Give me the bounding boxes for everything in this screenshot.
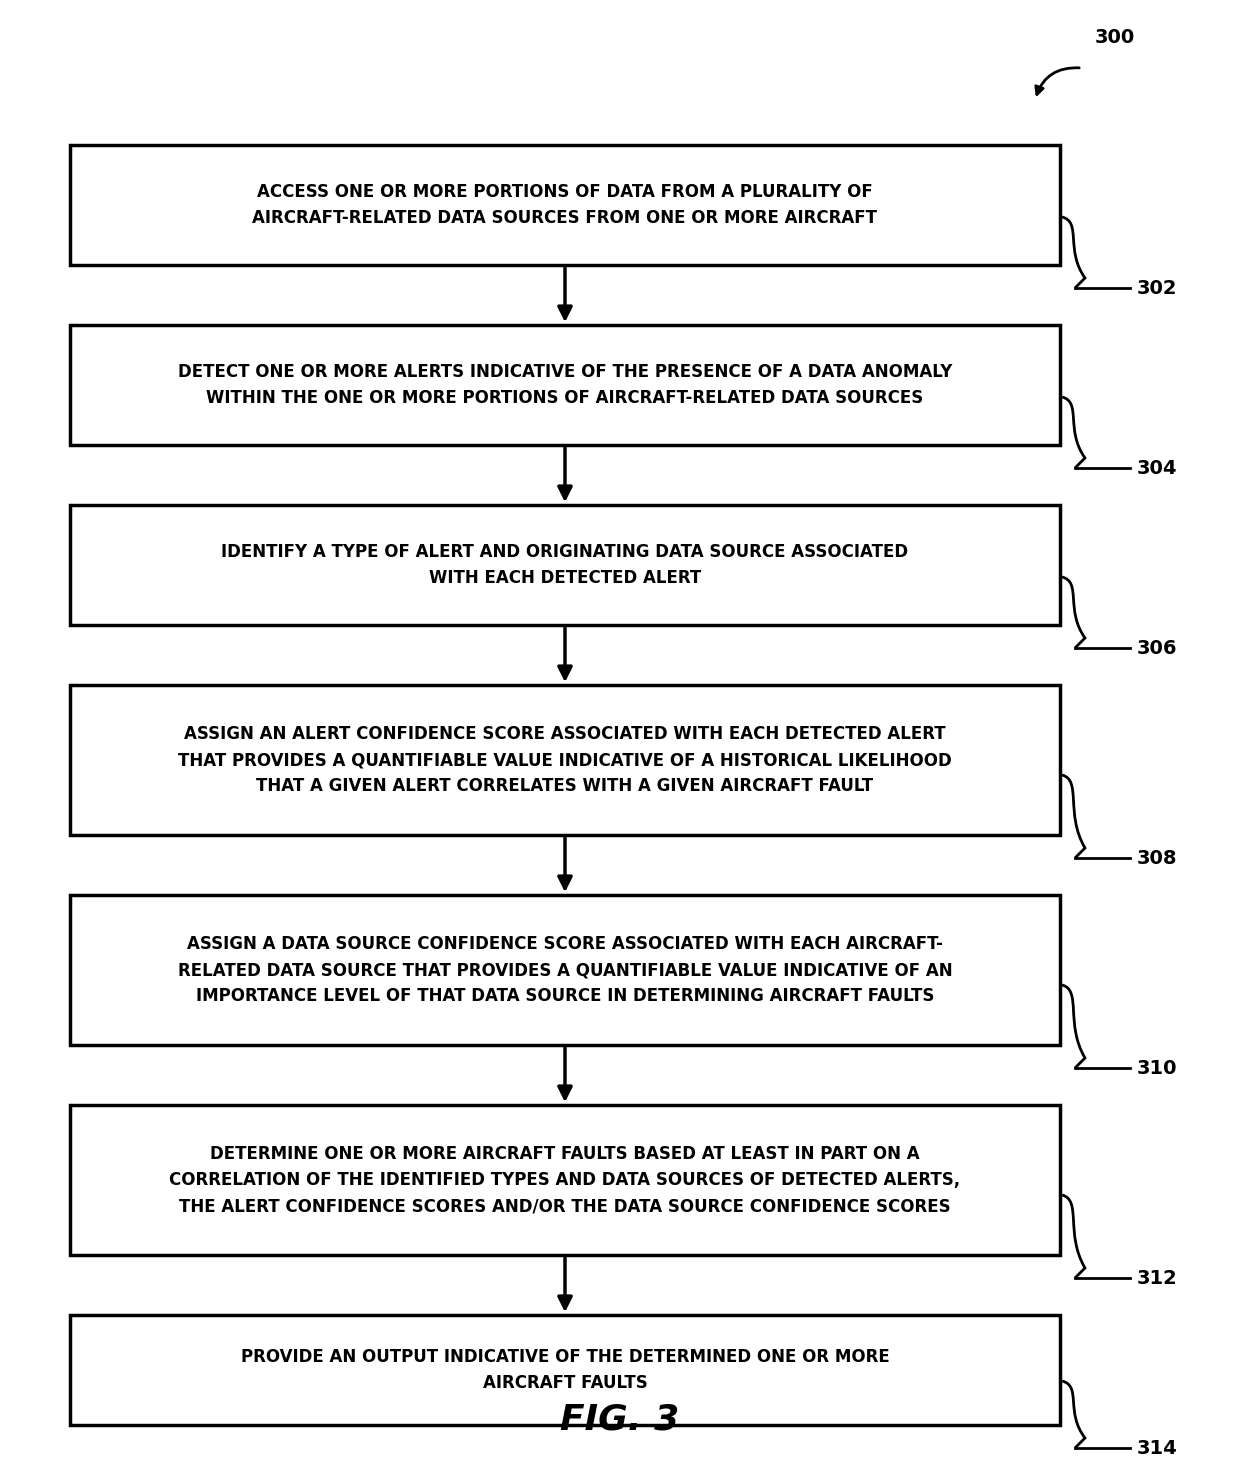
Text: ASSIGN AN ALERT CONFIDENCE SCORE ASSOCIATED WITH EACH DETECTED ALERT
THAT PROVID: ASSIGN AN ALERT CONFIDENCE SCORE ASSOCIA… xyxy=(179,724,952,796)
Text: 302: 302 xyxy=(1137,278,1178,297)
FancyBboxPatch shape xyxy=(69,1316,1060,1425)
Text: DETECT ONE OR MORE ALERTS INDICATIVE OF THE PRESENCE OF A DATA ANOMALY
WITHIN TH: DETECT ONE OR MORE ALERTS INDICATIVE OF … xyxy=(177,363,952,407)
Text: FIG. 3: FIG. 3 xyxy=(560,1403,680,1437)
Text: 306: 306 xyxy=(1137,638,1178,657)
FancyBboxPatch shape xyxy=(69,146,1060,265)
FancyBboxPatch shape xyxy=(69,685,1060,835)
Text: ACCESS ONE OR MORE PORTIONS OF DATA FROM A PLURALITY OF
AIRCRAFT-RELATED DATA SO: ACCESS ONE OR MORE PORTIONS OF DATA FROM… xyxy=(253,182,878,227)
FancyBboxPatch shape xyxy=(69,506,1060,625)
FancyArrowPatch shape xyxy=(1035,68,1079,95)
Text: DETERMINE ONE OR MORE AIRCRAFT FAULTS BASED AT LEAST IN PART ON A
CORRELATION OF: DETERMINE ONE OR MORE AIRCRAFT FAULTS BA… xyxy=(170,1145,961,1215)
FancyBboxPatch shape xyxy=(69,895,1060,1045)
Text: PROVIDE AN OUTPUT INDICATIVE OF THE DETERMINED ONE OR MORE
AIRCRAFT FAULTS: PROVIDE AN OUTPUT INDICATIVE OF THE DETE… xyxy=(241,1348,889,1393)
Text: 308: 308 xyxy=(1137,848,1178,867)
Text: 304: 304 xyxy=(1137,459,1178,478)
FancyBboxPatch shape xyxy=(69,325,1060,444)
Text: ASSIGN A DATA SOURCE CONFIDENCE SCORE ASSOCIATED WITH EACH AIRCRAFT-
RELATED DAT: ASSIGN A DATA SOURCE CONFIDENCE SCORE AS… xyxy=(177,934,952,1005)
FancyBboxPatch shape xyxy=(69,1104,1060,1254)
Text: 310: 310 xyxy=(1137,1058,1178,1078)
Text: 314: 314 xyxy=(1137,1438,1178,1457)
Text: 312: 312 xyxy=(1137,1269,1178,1288)
Text: IDENTIFY A TYPE OF ALERT AND ORIGINATING DATA SOURCE ASSOCIATED
WITH EACH DETECT: IDENTIFY A TYPE OF ALERT AND ORIGINATING… xyxy=(222,543,909,587)
Text: 300: 300 xyxy=(1095,28,1136,47)
